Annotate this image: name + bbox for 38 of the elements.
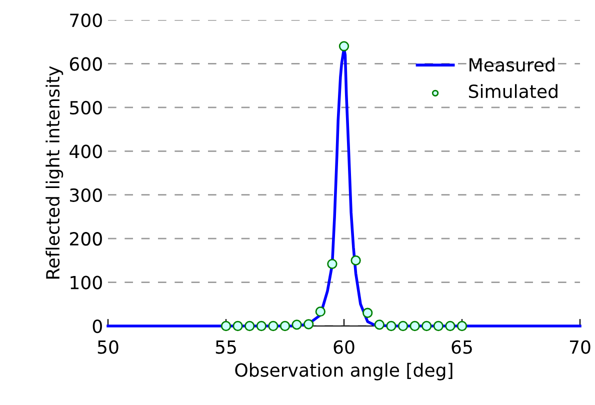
point bbox=[304, 319, 314, 330]
y-tick-label: 100 bbox=[70, 276, 102, 290]
x-tick-label: 70 bbox=[570, 340, 590, 354]
point bbox=[315, 306, 326, 317]
point bbox=[410, 320, 420, 332]
x-tick-label: 60 bbox=[334, 340, 354, 354]
y-tick-label: 700 bbox=[70, 13, 102, 28]
point bbox=[374, 320, 384, 330]
point bbox=[292, 320, 302, 330]
point bbox=[220, 320, 232, 332]
x-axis-title: Observation angle [deg] bbox=[235, 362, 452, 380]
y-axis-title: Reflected light intensity bbox=[46, 66, 64, 279]
point bbox=[327, 258, 338, 270]
y-tick-label: 600 bbox=[70, 57, 102, 71]
point bbox=[445, 320, 456, 332]
point bbox=[422, 320, 432, 332]
point bbox=[350, 255, 361, 266]
y-tick-label: 500 bbox=[70, 100, 102, 115]
point bbox=[256, 320, 266, 332]
y-tick-label: 0 bbox=[92, 319, 102, 334]
point bbox=[244, 320, 255, 332]
x-tick-label: 55 bbox=[216, 340, 236, 354]
x-tick-label: 50 bbox=[98, 340, 118, 354]
point bbox=[386, 320, 396, 332]
y-tick-label: 200 bbox=[70, 232, 102, 246]
point bbox=[362, 308, 373, 318]
point bbox=[280, 320, 290, 332]
point bbox=[338, 41, 350, 52]
legend-label: Simulated bbox=[468, 84, 558, 98]
point bbox=[398, 320, 408, 332]
y-tick-label: 400 bbox=[70, 144, 102, 158]
x-tick-label: 65 bbox=[452, 340, 472, 354]
point bbox=[232, 320, 243, 332]
point bbox=[433, 320, 444, 332]
point bbox=[268, 320, 278, 332]
legend-label: Measured bbox=[470, 58, 554, 72]
y-tick-label: 300 bbox=[70, 188, 102, 202]
point bbox=[456, 320, 468, 332]
